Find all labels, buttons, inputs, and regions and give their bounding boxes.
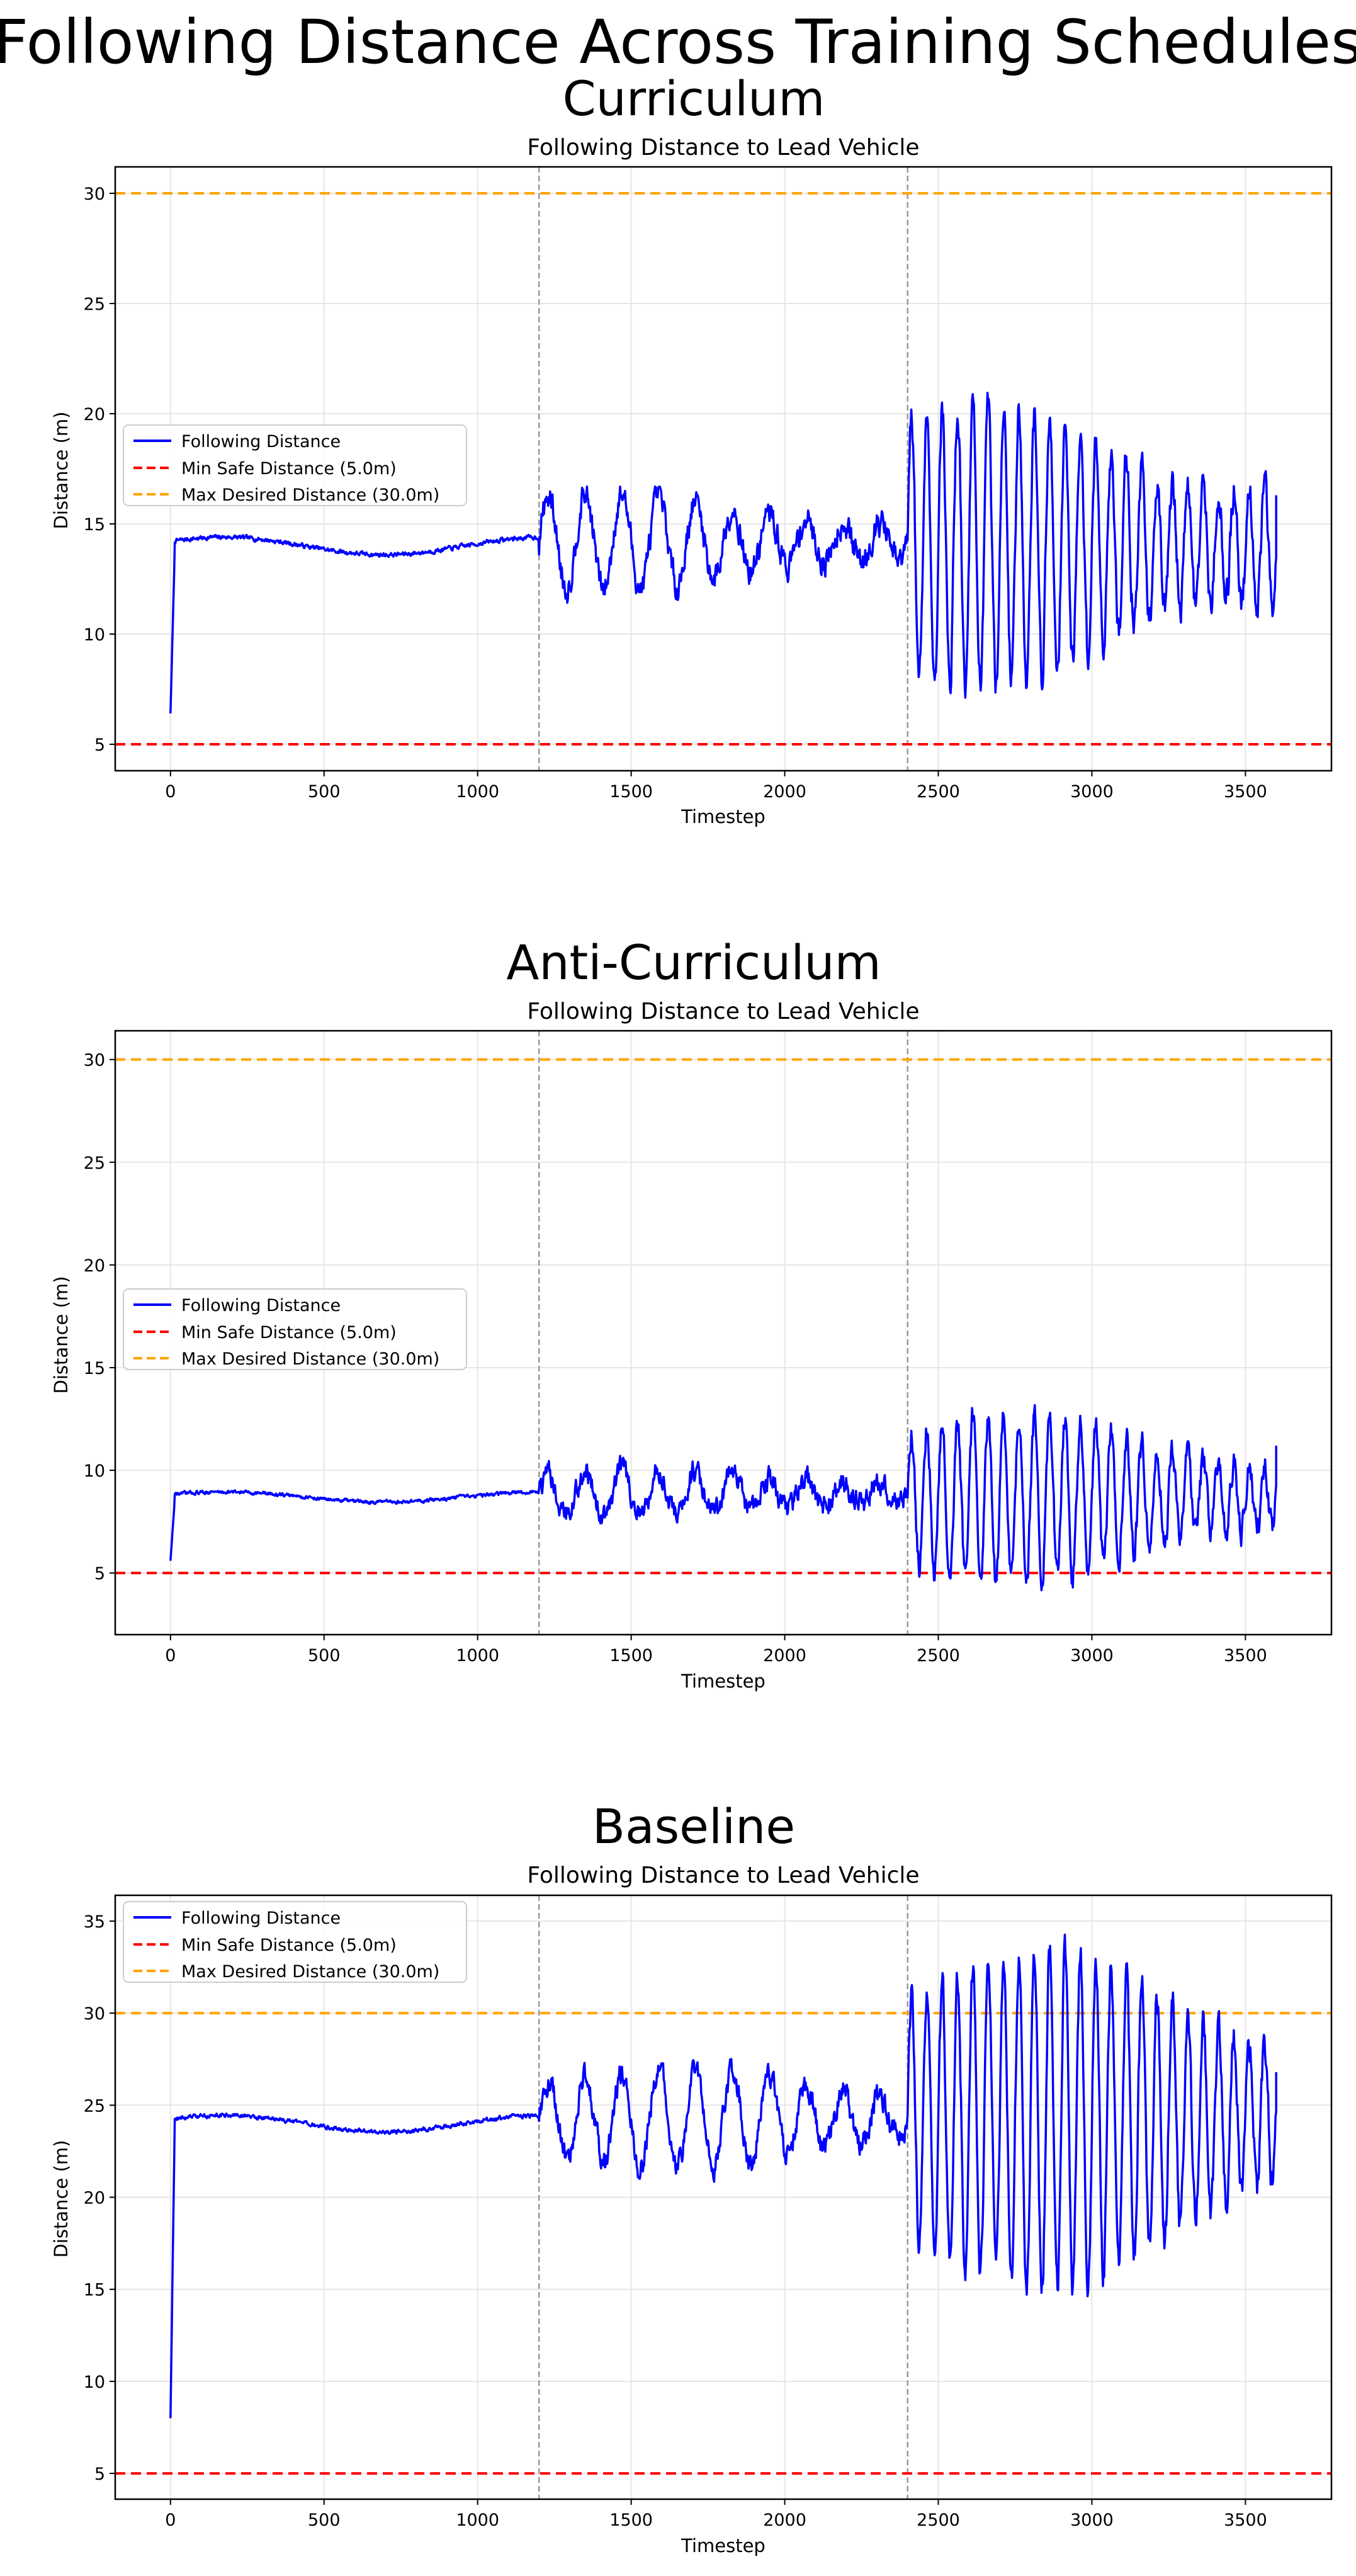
- following-distance-line: [169, 392, 1277, 714]
- y-tick-label: 35: [84, 1912, 105, 1932]
- x-tick-label: 1000: [456, 2511, 499, 2530]
- legend-anti-curriculum: Following Distance Min Safe Distance (5.…: [123, 1288, 467, 1370]
- y-tick-label: 10: [84, 2373, 105, 2392]
- y-tick-label: 25: [84, 1154, 105, 1173]
- panel-baseline: Baseline Following Distance to Lead Vehi…: [50, 1798, 1333, 2556]
- figure-title: Following Distance Across Training Sched…: [0, 7, 1356, 77]
- legend-baseline: Following Distance Min Safe Distance (5.…: [123, 1901, 467, 1983]
- following-distance-line: [169, 1933, 1277, 2419]
- x-tick-label: 1500: [609, 782, 653, 802]
- x-tick-label: 2000: [763, 2511, 806, 2530]
- xlabel-curriculum: Timestep: [681, 806, 766, 827]
- x-tick-label: 0: [165, 782, 176, 802]
- y-tick-label: 25: [84, 2096, 105, 2116]
- y-tick-label: 5: [94, 1564, 105, 1584]
- axes-frame: [114, 1030, 1333, 1636]
- y-tick-label: 20: [84, 405, 105, 424]
- y-tick-label: 20: [84, 1256, 105, 1276]
- axes-frame: [114, 166, 1333, 772]
- plot-area-baseline: 0 500 1000 1500 2000 2500 3000 3500 5 10 15 20 25 30 3…: [84, 1894, 1333, 2530]
- chart-title-curriculum: Following Distance to Lead Vehicle: [527, 135, 919, 161]
- x-tick-label: 500: [308, 2511, 341, 2530]
- y-tick-label: 5: [94, 2465, 105, 2484]
- x-tick-label: 3000: [1070, 782, 1114, 802]
- legend-label-min-safe: Min Safe Distance (5.0m): [181, 1323, 397, 1342]
- legend-label-max-desired: Max Desired Distance (30.0m): [181, 1349, 439, 1369]
- y-tick-label: 5: [94, 735, 105, 755]
- x-tick-label: 0: [165, 1646, 176, 1665]
- y-tick-label: 30: [84, 184, 105, 204]
- ylabel-anti-curriculum: Distance (m): [50, 1276, 72, 1394]
- panel-curriculum: Curriculum Following Distance to Lead Ve…: [50, 71, 1333, 827]
- x-tick-label: 3000: [1070, 1646, 1114, 1665]
- y-tick-label: 10: [84, 1461, 105, 1481]
- x-tick-label: 2500: [917, 2511, 960, 2530]
- y-tick-label: 10: [84, 625, 105, 645]
- legend-label-following: Following Distance: [181, 432, 341, 451]
- legend-label-following: Following Distance: [181, 1909, 341, 1928]
- legend-box: [123, 1288, 467, 1370]
- ylabel-baseline: Distance (m): [50, 2140, 72, 2258]
- x-tick-label: 3500: [1224, 1646, 1267, 1665]
- panel-anti-curriculum: Anti-Curriculum Following Distance to Le…: [50, 934, 1333, 1692]
- x-tick-label: 1500: [609, 1646, 653, 1665]
- xlabel-baseline: Timestep: [681, 2535, 766, 2556]
- panel-title-baseline: Baseline: [592, 1798, 795, 1854]
- plot-area-anti-curriculum: 0 500 1000 1500 2000 2500 3000 3500 5 10 15 20 25 30: [84, 1030, 1333, 1665]
- x-tick-label: 1000: [456, 1646, 499, 1665]
- x-tick-label: 3500: [1224, 2511, 1267, 2530]
- x-tick-label: 500: [308, 1646, 341, 1665]
- legend-label-min-safe: Min Safe Distance (5.0m): [181, 1936, 397, 1955]
- x-tick-label: 1000: [456, 782, 499, 802]
- legend-curriculum: Following Distance Min Safe Distance (5.…: [123, 424, 467, 506]
- chart-title-baseline: Following Distance to Lead Vehicle: [527, 1863, 919, 1888]
- y-tick-label: 15: [84, 1359, 105, 1378]
- y-tick-label: 25: [84, 295, 105, 314]
- plot-area-curriculum: 0 500 1000 1500 2000 2500 3000 3500 5 10 15 20 25 30: [84, 166, 1333, 802]
- legend-label-max-desired: Max Desired Distance (30.0m): [181, 485, 439, 505]
- x-tick-label: 1500: [609, 2511, 653, 2530]
- x-tick-label: 500: [308, 782, 341, 802]
- legend-box: [123, 1901, 467, 1983]
- panel-title-curriculum: Curriculum: [563, 71, 825, 127]
- panel-title-anti-curriculum: Anti-Curriculum: [506, 934, 881, 990]
- x-tick-label: 2500: [917, 782, 960, 802]
- legend-box: [123, 424, 467, 506]
- chart-title-anti-curriculum: Following Distance to Lead Vehicle: [527, 999, 919, 1024]
- x-tick-label: 2500: [917, 1646, 960, 1665]
- y-tick-label: 15: [84, 515, 105, 535]
- y-tick-label: 30: [84, 1051, 105, 1070]
- legend-label-max-desired: Max Desired Distance (30.0m): [181, 1962, 439, 1982]
- x-tick-label: 2000: [763, 782, 806, 802]
- legend-label-min-safe: Min Safe Distance (5.0m): [181, 459, 397, 479]
- y-tick-label: 30: [84, 2004, 105, 2024]
- x-tick-label: 3500: [1224, 782, 1267, 802]
- x-tick-label: 3000: [1070, 2511, 1114, 2530]
- x-tick-label: 2000: [763, 1646, 806, 1665]
- ylabel-curriculum: Distance (m): [50, 412, 72, 530]
- y-tick-label: 20: [84, 2189, 105, 2208]
- y-tick-label: 15: [84, 2281, 105, 2300]
- following-distance-line: [169, 1404, 1277, 1592]
- legend-label-following: Following Distance: [181, 1296, 341, 1315]
- xlabel-anti-curriculum: Timestep: [681, 1671, 766, 1692]
- x-tick-label: 0: [165, 2511, 176, 2530]
